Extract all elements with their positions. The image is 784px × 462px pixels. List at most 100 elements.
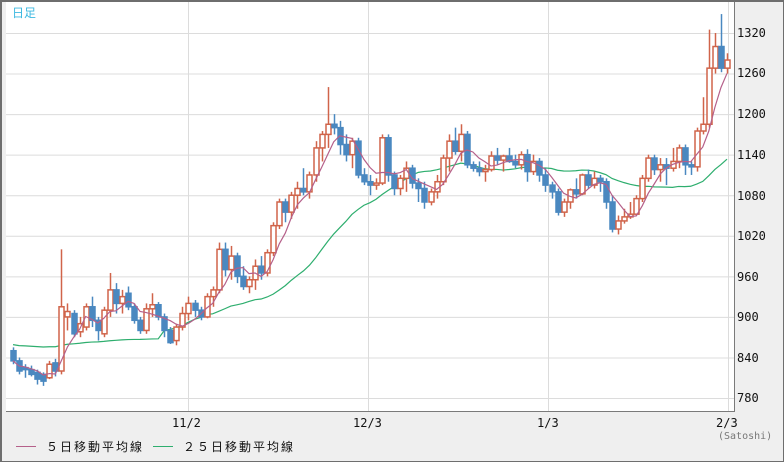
candle xyxy=(228,255,235,271)
candle xyxy=(494,155,501,161)
candle xyxy=(603,180,610,203)
candle xyxy=(246,278,253,288)
candle xyxy=(561,201,568,213)
y-tick: 1080 xyxy=(737,189,766,203)
candle xyxy=(137,319,144,332)
candle xyxy=(107,289,114,311)
candle xyxy=(173,326,180,342)
candle xyxy=(258,265,265,274)
candle xyxy=(688,164,695,168)
candle xyxy=(71,312,78,335)
legend-swatch-ma5 xyxy=(16,446,36,447)
candle xyxy=(657,164,664,171)
candle xyxy=(524,153,531,173)
candle xyxy=(349,140,356,156)
candle xyxy=(591,177,598,186)
candle xyxy=(240,275,247,288)
candle xyxy=(500,155,507,161)
y-tick: 780 xyxy=(737,391,759,405)
candle xyxy=(536,160,543,176)
candle xyxy=(185,302,192,315)
candle xyxy=(216,248,223,291)
legend-label: ２５日移動平均線 xyxy=(183,440,296,454)
y-tick: 900 xyxy=(737,310,759,324)
ma25-line xyxy=(12,158,728,348)
candle xyxy=(161,316,168,332)
candle xyxy=(234,255,241,278)
candle xyxy=(706,67,713,126)
candle xyxy=(724,59,731,69)
candle xyxy=(633,197,640,215)
candle xyxy=(391,174,398,190)
x-tick: 11/2 xyxy=(172,416,201,430)
candle xyxy=(609,201,616,230)
candle xyxy=(343,143,350,156)
candle xyxy=(458,133,465,153)
candle xyxy=(167,329,174,344)
candle xyxy=(288,194,295,213)
candle xyxy=(512,160,519,166)
candle xyxy=(385,137,392,176)
candle xyxy=(470,164,477,169)
candle xyxy=(355,140,362,176)
candle xyxy=(585,174,592,186)
candle xyxy=(113,289,120,305)
candle xyxy=(131,306,138,322)
y-tick: 1200 xyxy=(737,107,766,121)
candle xyxy=(319,133,326,149)
candle xyxy=(64,310,71,318)
candle xyxy=(682,147,689,166)
x-tick: 2/3 xyxy=(716,416,738,430)
chart-title: 日足 xyxy=(12,6,37,20)
candle xyxy=(276,201,283,227)
candle xyxy=(192,302,199,311)
candle xyxy=(573,189,580,195)
candle xyxy=(294,187,301,196)
y-tick: 1140 xyxy=(737,148,766,162)
candle xyxy=(615,220,622,230)
candle xyxy=(119,295,126,305)
candle xyxy=(639,177,646,200)
candle xyxy=(530,160,537,173)
candlestick-chart xyxy=(6,2,734,411)
candle xyxy=(264,251,271,274)
x-tick: 12/3 xyxy=(353,416,382,430)
candle xyxy=(428,191,435,203)
candle xyxy=(694,130,701,168)
candle xyxy=(579,174,586,195)
y-tick: 1260 xyxy=(737,66,766,80)
legend-label: ５日移動平均線 xyxy=(46,440,145,454)
candle xyxy=(361,174,368,183)
candle xyxy=(597,177,604,183)
y-tick: 960 xyxy=(737,270,759,284)
unit-label: (Satoshi) xyxy=(718,431,773,442)
candle xyxy=(549,184,556,193)
candle xyxy=(95,319,102,332)
candle xyxy=(555,191,562,213)
plot-area xyxy=(6,2,735,412)
candle xyxy=(415,182,422,190)
candle xyxy=(101,309,108,335)
candle xyxy=(621,216,628,222)
ma5-line xyxy=(12,73,728,376)
x-tick: 1/3 xyxy=(537,416,559,430)
legend-item-ma25: ２５日移動平均線 xyxy=(153,438,295,455)
candle xyxy=(651,157,658,171)
candle xyxy=(125,292,132,308)
candle xyxy=(379,137,386,184)
candle xyxy=(397,177,404,190)
y-tick: 1320 xyxy=(737,26,766,40)
candle xyxy=(325,123,332,136)
legend-item-ma5: ５日移動平均線 xyxy=(16,438,144,455)
candle xyxy=(645,157,652,180)
candle xyxy=(482,168,489,173)
candle xyxy=(46,363,53,379)
candle xyxy=(270,224,277,254)
candle xyxy=(446,140,453,159)
candle xyxy=(179,312,186,328)
candle xyxy=(222,248,229,271)
candle xyxy=(331,123,338,129)
candle xyxy=(542,174,549,186)
candle xyxy=(155,304,162,318)
candle xyxy=(506,155,513,163)
